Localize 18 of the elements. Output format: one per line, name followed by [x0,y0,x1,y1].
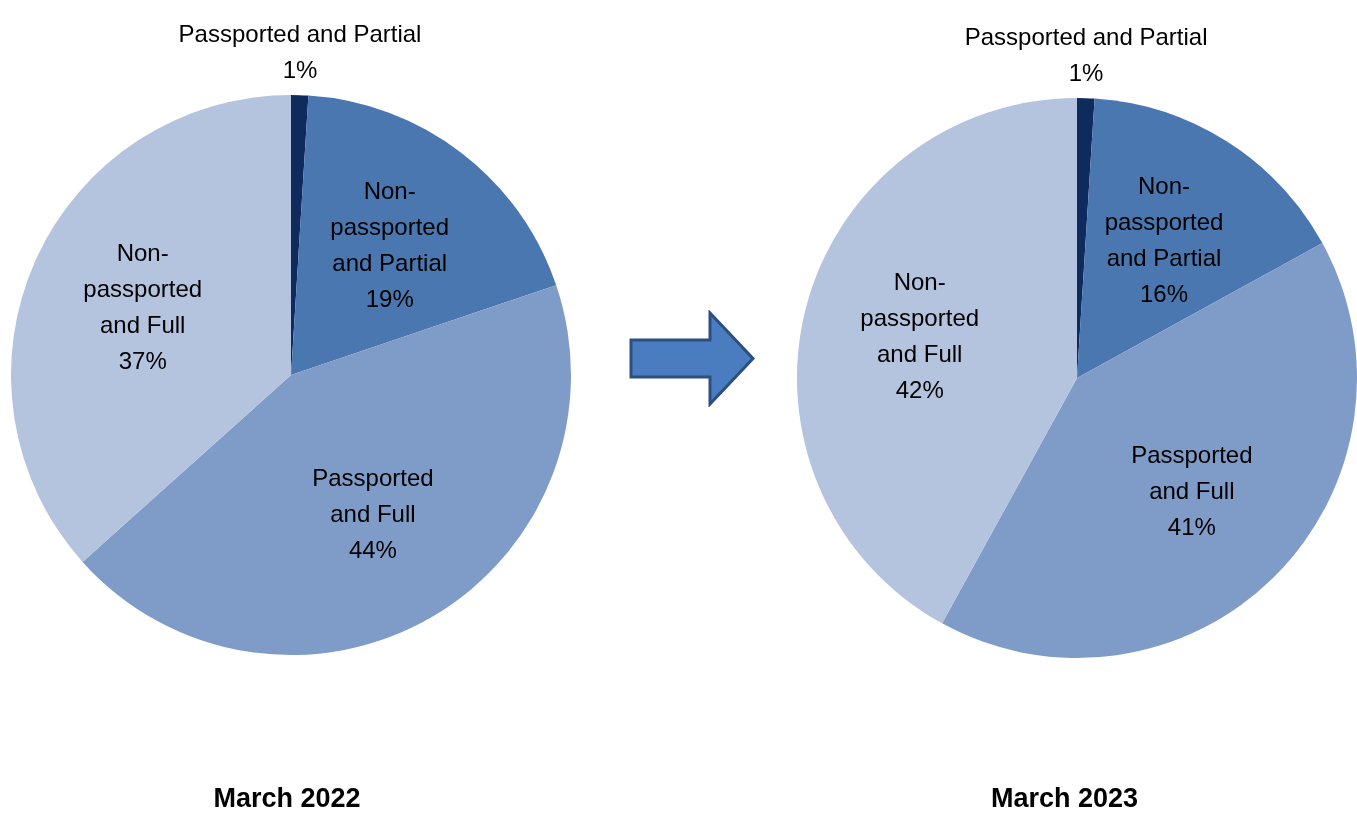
slice-label: Non-passported and Partial [330,176,450,276]
slice-label: Non-passported and Full [83,239,203,339]
slice-label: Passported and Partial [964,22,1208,50]
slice-label: Passported and Partial [178,19,422,47]
text: March 2023 [989,783,1140,814]
data-label: 42% [895,376,944,404]
slice-label: Passported and Full [1131,441,1253,505]
data-label: 1% [1068,58,1104,86]
data-label: 44% [348,535,397,563]
slice-label: Passported and Full [312,463,434,527]
slice-label: Non-passported and Partial [1104,171,1224,271]
data-label: 37% [118,347,167,375]
data-label: 16% [1139,279,1189,307]
text: March 2022 [212,783,362,814]
data-label: 1% [282,55,318,83]
data-label: 41% [1167,513,1216,541]
data-label: 19% [365,284,414,312]
slice-label: Non-passported and Full [860,268,980,368]
